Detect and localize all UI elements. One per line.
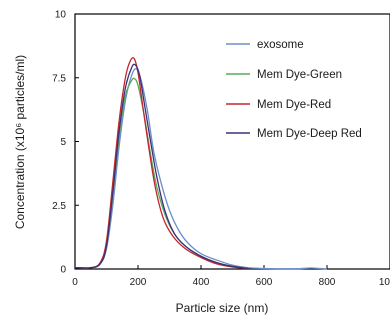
legend-label: Mem Dye-Green	[257, 69, 342, 81]
x-tick-label: 600	[256, 277, 273, 288]
y-tick-label: 2.5	[52, 201, 66, 212]
plot-frame	[74, 13, 390, 270]
x-tick-label: 400	[193, 277, 210, 288]
series-line-0	[74, 67, 328, 270]
legend: exosome Mem Dye-Green Mem Dye-Red Mem Dye-D…	[226, 39, 362, 140]
x-tick-label: 1000	[379, 277, 390, 288]
legend-label: exosome	[257, 39, 304, 51]
x-axis: 0 200 400 600 800 1000	[72, 265, 390, 288]
series-line-1	[74, 77, 249, 270]
y-tick-label: 5	[60, 137, 66, 148]
x-tick-label: 0	[72, 277, 78, 288]
x-axis-title: Particle size (nm)	[176, 301, 269, 315]
y-axis-title: Concentration (x10⁶ particles/ml)	[13, 55, 27, 229]
series-lines	[74, 57, 328, 270]
y-tick-label: 0	[60, 265, 66, 276]
y-tick-label: 10	[55, 10, 67, 21]
x-tick-label: 200	[130, 277, 147, 288]
y-tick-label: 7.5	[52, 73, 66, 84]
legend-label: Mem Dye-Deep Red	[257, 128, 362, 140]
x-tick-label: 800	[319, 277, 336, 288]
y-axis: 0 2.5 5 7.5 10	[52, 10, 79, 276]
series-line-3	[74, 63, 249, 270]
legend-label: Mem Dye-Red	[257, 99, 331, 111]
series-line-2	[74, 57, 249, 270]
